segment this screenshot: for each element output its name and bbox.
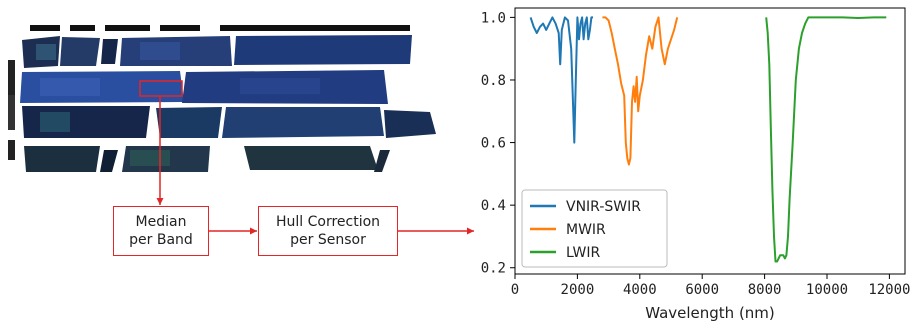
- x-tick-label: 6000: [685, 282, 719, 298]
- x-tick-label: 4000: [623, 282, 657, 298]
- series-line-mwir: [602, 16, 679, 166]
- legend-label: LWIR: [566, 245, 600, 261]
- arrow-hull-to-chart: [398, 227, 474, 235]
- y-tick-label: 0.2: [481, 261, 506, 277]
- x-tick-label: 0: [511, 282, 519, 298]
- median-line1: Median: [135, 214, 187, 230]
- spectra-chart: 0 2000 4000 6000 8000 10000 12000 0.2 0.4 0.6 0.8 1…: [481, 7, 910, 322]
- x-tick-label: 8000: [748, 282, 782, 298]
- legend-label: MWIR: [566, 222, 606, 238]
- median-per-band-box: Median per Band: [113, 206, 209, 256]
- series-line-lwir: [765, 16, 887, 263]
- hull-line1: Hull Correction: [275, 214, 381, 230]
- y-tick-label: 0.8: [481, 73, 506, 89]
- hull-line2: per Sensor: [290, 232, 366, 248]
- x-axis-label: Wavelength (nm): [645, 304, 775, 322]
- median-line2: per Band: [129, 232, 193, 248]
- legend-box: [521, 189, 668, 268]
- legend-label: VNIR-SWIR: [566, 199, 641, 215]
- series-line-vnir-swir: [529, 16, 593, 144]
- x-tick-label: 12000: [868, 282, 910, 298]
- axes-frame: [514, 7, 906, 275]
- hull-correction-box: Hull Correction per Sensor: [258, 206, 398, 256]
- x-tick-label: 10000: [806, 282, 848, 298]
- arrow-roi-to-median: [156, 96, 164, 205]
- y-tick-label: 1.0: [481, 10, 506, 26]
- arrow-median-to-hull: [209, 227, 257, 235]
- pipeline-arrows: [156, 96, 474, 235]
- y-tick-label: 0.4: [481, 198, 506, 214]
- legend: VNIR-SWIR MWIR LWIR: [521, 189, 668, 268]
- x-tick-label: 2000: [561, 282, 595, 298]
- roi-box: [139, 80, 183, 97]
- core-box-image: [8, 25, 436, 172]
- y-tick-label: 0.6: [481, 136, 506, 152]
